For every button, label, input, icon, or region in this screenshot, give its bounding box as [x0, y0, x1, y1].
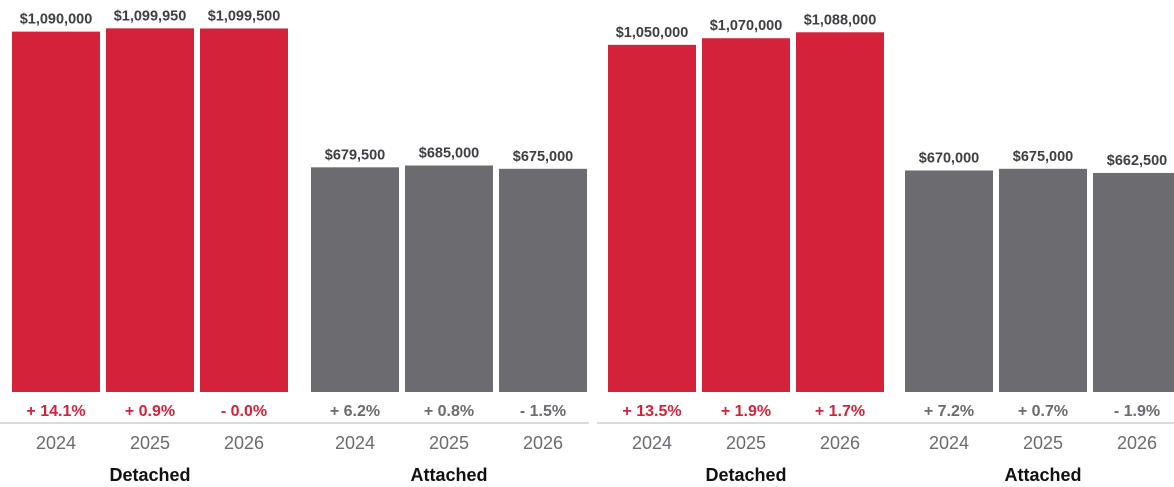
- bar-value-label: $675,000: [513, 149, 573, 165]
- group-label-detached: Detached: [705, 465, 786, 485]
- bar-value-label: $662,500: [1107, 153, 1167, 169]
- change-percent-label: - 0.0%: [221, 403, 267, 420]
- change-percent-label: + 0.7%: [1018, 403, 1068, 420]
- bar-detached-2024: [608, 44, 696, 393]
- group-label-attached: Attached: [1004, 465, 1081, 485]
- bar-value-label: $685,000: [419, 146, 479, 162]
- bar-attached-2025: [405, 165, 493, 392]
- change-percent-label: + 6.2%: [330, 403, 380, 420]
- change-percent-label: + 13.5%: [622, 403, 681, 420]
- bar-value-label: $670,000: [919, 150, 979, 166]
- year-tick-label: 2025: [726, 433, 766, 453]
- year-tick-label: 2024: [632, 433, 672, 453]
- bar-attached-2024: [905, 170, 993, 392]
- change-percent-label: - 1.9%: [1114, 403, 1160, 420]
- bar-value-label: $1,050,000: [616, 25, 689, 41]
- change-percent-label: + 14.1%: [26, 403, 85, 420]
- change-percent-label: + 1.7%: [815, 403, 865, 420]
- change-percent-label: + 0.9%: [125, 403, 175, 420]
- year-tick-label: 2024: [36, 433, 76, 453]
- bar-detached-2025: [702, 38, 790, 393]
- bar-value-label: $679,500: [325, 147, 385, 163]
- bar-attached-2024: [311, 167, 399, 392]
- bar-detached-2026: [200, 28, 288, 393]
- group-label-detached: Detached: [109, 465, 190, 485]
- change-percent-label: - 1.5%: [520, 403, 566, 420]
- bar-detached-2026: [796, 32, 884, 393]
- bar-value-label: $675,000: [1013, 149, 1073, 165]
- bar-attached-2026: [1093, 172, 1174, 392]
- change-percent-label: + 7.2%: [924, 403, 974, 420]
- bar-detached-2024: [12, 31, 100, 393]
- bar-value-label: $1,090,000: [20, 12, 93, 28]
- year-tick-label: 2026: [523, 433, 563, 453]
- year-tick-label: 2024: [335, 433, 375, 453]
- year-tick-label: 2024: [929, 433, 969, 453]
- bar-value-label: $1,088,000: [804, 12, 877, 28]
- bar-detached-2025: [106, 28, 194, 392]
- year-tick-label: 2026: [224, 433, 264, 453]
- change-percent-label: + 0.8%: [424, 403, 474, 420]
- bar-value-label: $1,099,950: [114, 8, 187, 24]
- year-tick-label: 2025: [429, 433, 469, 453]
- year-tick-label: 2026: [1117, 433, 1157, 453]
- bar-attached-2025: [999, 168, 1087, 392]
- bar-value-label: $1,070,000: [710, 18, 783, 34]
- year-tick-label: 2026: [820, 433, 860, 453]
- year-tick-label: 2025: [130, 433, 170, 453]
- bar-attached-2026: [499, 168, 587, 392]
- change-percent-label: + 1.9%: [721, 403, 771, 420]
- group-label-attached: Attached: [410, 465, 487, 485]
- bar-value-label: $1,099,500: [208, 8, 281, 24]
- year-tick-label: 2025: [1023, 433, 1063, 453]
